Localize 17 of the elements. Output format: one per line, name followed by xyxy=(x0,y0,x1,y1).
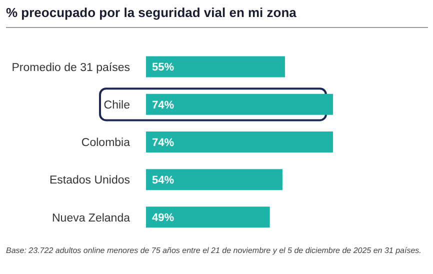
data-label: 49% xyxy=(152,212,174,224)
bar xyxy=(146,206,270,228)
y-tick-label: Chile xyxy=(104,99,130,112)
data-label: 74% xyxy=(152,99,174,112)
y-tick-label: Estados Unidos xyxy=(49,174,130,187)
text: Base: 23.722 adultos online menores de 75 años entre el 21 de noviembre y el 5 de diciembre de 2025 en 31 países. xyxy=(6,246,422,256)
bar xyxy=(146,56,285,78)
bar xyxy=(146,169,282,190)
y-tick-label: Colombia xyxy=(81,137,131,150)
data-label: 55% xyxy=(152,62,174,74)
y-tick-label: Promedio de 31 países xyxy=(12,62,130,74)
bar xyxy=(146,131,333,152)
data-label: 54% xyxy=(152,174,174,186)
bar xyxy=(146,94,333,115)
data-label: 74% xyxy=(152,136,174,149)
y-tick-label: Nueva Zelanda xyxy=(52,212,131,224)
chart-title: % preocupado por la seguridad vial en mi zona xyxy=(6,5,296,20)
